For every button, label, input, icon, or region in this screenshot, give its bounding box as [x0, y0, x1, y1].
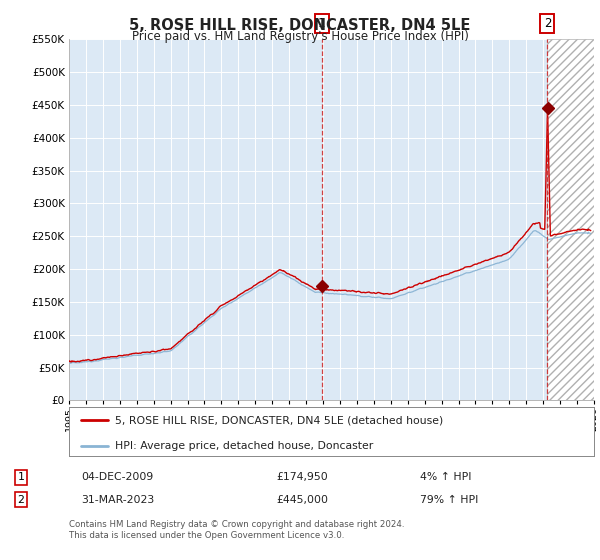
Text: £174,950: £174,950: [276, 472, 328, 482]
Text: £445,000: £445,000: [276, 494, 328, 505]
Bar: [547, 39, 594, 400]
Text: HPI: Average price, detached house, Doncaster: HPI: Average price, detached house, Donc…: [115, 441, 373, 451]
Text: 79% ↑ HPI: 79% ↑ HPI: [420, 494, 478, 505]
Text: 5, ROSE HILL RISE, DONCASTER, DN4 5LE: 5, ROSE HILL RISE, DONCASTER, DN4 5LE: [130, 18, 470, 33]
Text: 04-DEC-2009: 04-DEC-2009: [81, 472, 153, 482]
Text: 4% ↑ HPI: 4% ↑ HPI: [420, 472, 472, 482]
Text: 2: 2: [17, 494, 25, 505]
Text: 2: 2: [544, 17, 551, 30]
Text: Contains HM Land Registry data © Crown copyright and database right 2024.
This d: Contains HM Land Registry data © Crown c…: [69, 520, 404, 540]
Text: 5, ROSE HILL RISE, DONCASTER, DN4 5LE (detached house): 5, ROSE HILL RISE, DONCASTER, DN4 5LE (d…: [115, 416, 443, 426]
Text: Price paid vs. HM Land Registry's House Price Index (HPI): Price paid vs. HM Land Registry's House …: [131, 30, 469, 43]
Text: 1: 1: [318, 17, 325, 30]
Bar: [547, 39, 594, 400]
Text: 31-MAR-2023: 31-MAR-2023: [81, 494, 154, 505]
Text: 1: 1: [17, 472, 25, 482]
